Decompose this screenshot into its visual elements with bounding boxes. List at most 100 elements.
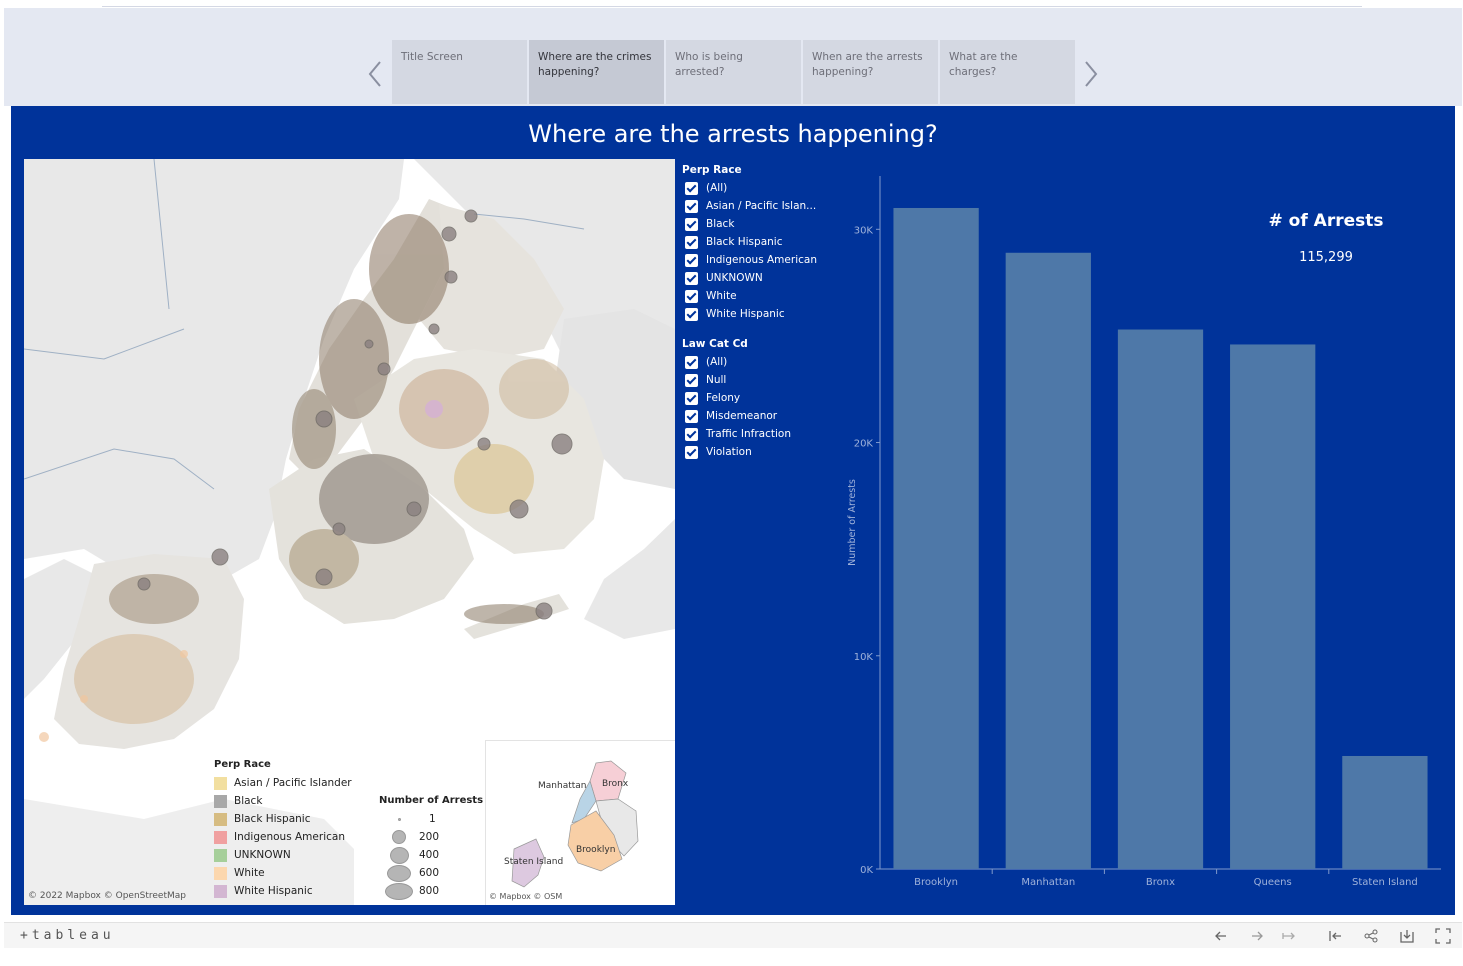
size-label: 200 <box>419 831 440 843</box>
dashboard: Where are the arrests happening? <box>11 106 1455 915</box>
bar[interactable] <box>1117 329 1204 870</box>
filter-law-option[interactable]: Misdemeanor <box>682 407 832 425</box>
story-tab-what-charges[interactable]: What are the charges? <box>940 40 1075 104</box>
size-item: 800 <box>379 882 489 900</box>
filter-law-option[interactable]: Felony <box>682 389 832 407</box>
filter-race-option[interactable]: Black <box>682 215 832 233</box>
bar-chart[interactable]: 0K 10K 20K 30K Number of Arrests Brooklyn Manh… <box>826 166 1451 901</box>
checkbox[interactable] <box>685 199 698 213</box>
checkbox[interactable] <box>685 409 698 423</box>
revert-icon[interactable] <box>1280 927 1298 945</box>
legend-item[interactable]: White Hispanic <box>214 882 384 900</box>
checkbox[interactable] <box>685 271 698 285</box>
legend-item[interactable]: Asian / Pacific Islander <box>214 774 384 792</box>
filter-option-label: Misdemeanor <box>706 410 778 422</box>
tableau-logo[interactable]: +tableau <box>20 928 115 943</box>
legend-item[interactable]: Indigenous American <box>214 828 384 846</box>
checkbox[interactable] <box>685 289 698 303</box>
map-canvas[interactable] <box>24 159 675 905</box>
filter-perp-race-title: Perp Race <box>682 164 742 176</box>
filter-option-label: White <box>706 290 737 302</box>
filter-race-option[interactable]: Black Hispanic <box>682 233 832 251</box>
filter-race-option[interactable]: White <box>682 287 832 305</box>
story-tab-who-arrested[interactable]: Who is being arrested? <box>666 40 801 104</box>
legend-swatch <box>214 812 227 826</box>
legend-label: Indigenous American <box>234 831 345 843</box>
checkbox[interactable] <box>685 445 698 459</box>
filter-option-label: UNKNOWN <box>706 272 763 284</box>
filter-law-option[interactable]: Null <box>682 371 832 389</box>
legend-swatch <box>214 848 227 862</box>
checkbox[interactable] <box>685 391 698 405</box>
y-tick-label: 30K <box>854 225 874 236</box>
checkbox[interactable] <box>685 307 698 321</box>
filter-race-option[interactable]: Asian / Pacific Islan... <box>682 197 832 215</box>
story-tab-where-crimes[interactable]: Where are the crimes happening? <box>529 40 664 104</box>
filter-option-label: Felony <box>706 392 741 404</box>
filter-race-option[interactable]: Indigenous American <box>682 251 832 269</box>
legend-race-title: Perp Race <box>214 759 271 770</box>
checkbox[interactable] <box>685 355 698 369</box>
x-tick-label: Staten Island <box>1352 877 1418 888</box>
fullscreen-icon[interactable] <box>1434 927 1452 945</box>
borough-inset-map[interactable]: Manhattan Bronx Brooklyn Staten Island ©… <box>485 740 675 905</box>
filter-law-option[interactable]: Traffic Infraction <box>682 425 832 443</box>
legend-item[interactable]: UNKNOWN <box>214 846 384 864</box>
inset-attribution[interactable]: © Mapbox © OSM <box>489 892 563 901</box>
checkbox[interactable] <box>685 253 698 267</box>
inset-canvas <box>511 760 639 888</box>
legend-item[interactable]: White <box>214 864 384 882</box>
filter-race-option[interactable]: (All) <box>682 179 832 197</box>
story-tab-when-arrests[interactable]: When are the arrests happening? <box>803 40 938 104</box>
filter-law-option[interactable]: (All) <box>682 353 832 371</box>
chevron-right-icon[interactable] <box>1078 56 1102 92</box>
inset-label-brooklyn: Brooklyn <box>576 845 616 855</box>
filter-option-label: Indigenous American <box>706 254 817 266</box>
filter-race-option[interactable]: White Hispanic <box>682 305 832 323</box>
filter-option-label: (All) <box>706 356 728 368</box>
y-axis-title: Number of Arrests <box>847 479 858 566</box>
filter-law-cat-title: Law Cat Cd <box>682 338 748 350</box>
checkbox[interactable] <box>685 373 698 387</box>
legend-item[interactable]: Black <box>214 792 384 810</box>
reset-icon[interactable] <box>1326 927 1344 945</box>
story-navigator: Title Screen Where are the crimes happen… <box>4 8 1462 106</box>
legend-label: White Hispanic <box>234 885 313 897</box>
story-tab-title-screen[interactable]: Title Screen <box>392 40 527 104</box>
x-tick-label: Bronx <box>1146 877 1175 888</box>
size-label: 400 <box>419 849 440 861</box>
chevron-left-icon[interactable] <box>364 56 388 92</box>
legend-swatch <box>214 866 227 880</box>
size-item: 600 <box>379 864 489 882</box>
arrest-map[interactable]: © 2022 Mapbox © OpenStreetMap Perp Race … <box>24 159 675 905</box>
legend-swatch <box>214 794 227 808</box>
filter-option-label: White Hispanic <box>706 308 785 320</box>
checkbox[interactable] <box>685 181 698 195</box>
bar[interactable] <box>893 207 979 869</box>
checkbox[interactable] <box>685 235 698 249</box>
filter-option-label: (All) <box>706 182 728 194</box>
legend-size: Number of Arrests 1 200 400 600 800 <box>379 795 489 900</box>
map-attribution[interactable]: © 2022 Mapbox © OpenStreetMap <box>28 891 186 901</box>
filter-panel: Perp Race (All) Asian / Pacific Islan...… <box>682 161 832 461</box>
redo-icon[interactable] <box>1248 927 1266 945</box>
undo-icon[interactable] <box>1212 927 1230 945</box>
bar[interactable] <box>1005 252 1091 870</box>
filter-option-label: Traffic Infraction <box>706 428 791 440</box>
share-icon[interactable] <box>1362 927 1380 945</box>
checkbox[interactable] <box>685 427 698 441</box>
size-circle <box>389 846 409 864</box>
size-circle <box>392 830 406 844</box>
bar[interactable] <box>1230 344 1316 870</box>
filter-option-label: Black <box>706 218 735 230</box>
bar[interactable] <box>1342 755 1428 869</box>
filter-race-option[interactable]: UNKNOWN <box>682 269 832 287</box>
legend-size-title: Number of Arrests <box>379 795 484 806</box>
download-icon[interactable] <box>1398 927 1416 945</box>
filter-law-option[interactable]: Violation <box>682 443 832 461</box>
legend-label: White <box>234 867 265 879</box>
filter-option-label: Asian / Pacific Islan... <box>706 200 817 212</box>
checkbox[interactable] <box>685 217 698 231</box>
legend-item[interactable]: Black Hispanic <box>214 810 384 828</box>
size-circle <box>387 864 411 882</box>
